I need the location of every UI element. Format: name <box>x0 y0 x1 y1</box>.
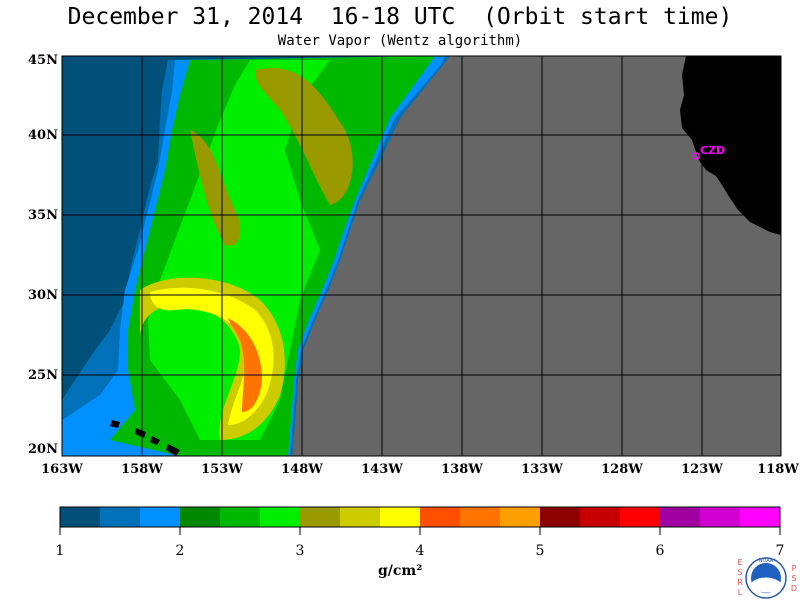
colorbar-tick-label-3: 3 <box>295 543 305 559</box>
colorbar-swatch-2 <box>100 507 141 527</box>
logo-noaa-text: NOAA <box>758 558 774 564</box>
lat-label-45n: 45N <box>28 53 58 68</box>
swath-olive-band-north <box>255 68 353 205</box>
lon-label-118w: 118W <box>757 462 799 477</box>
colorbar-unit: g/cm² <box>378 563 423 579</box>
logo-right-letter: P <box>791 564 797 573</box>
lat-lon-grid <box>62 56 781 456</box>
swath-yellow-core <box>150 287 274 425</box>
lon-label-138w: 138W <box>441 462 483 477</box>
colorbar-swatch-12 <box>500 507 541 527</box>
colorbar-swatch-9 <box>380 507 421 527</box>
map-frame <box>61 55 782 457</box>
lon-label-128w: 128W <box>601 462 643 477</box>
colorbar-tick-label-2: 2 <box>175 543 185 559</box>
lon-label-133w: 133W <box>521 462 563 477</box>
swath-inner-swirl <box>160 322 214 373</box>
logo-left-letter: R <box>737 578 743 587</box>
colorbar-swatch-14 <box>580 507 621 527</box>
colorbar-swatch-3 <box>140 507 181 527</box>
lat-label-25n: 25N <box>28 368 58 383</box>
west-coast-land <box>680 56 781 235</box>
lat-label-20n: 20N <box>28 442 58 457</box>
colorbar-swatch-13 <box>540 507 581 527</box>
colorbar-swatch-1 <box>60 507 101 527</box>
logo-right-letter: S <box>791 574 797 583</box>
logo-left-letter: L <box>737 588 743 597</box>
colorbar-swatch-11 <box>460 507 501 527</box>
lon-label-163w: 163W <box>41 462 83 477</box>
lon-label-123w: 123W <box>681 462 723 477</box>
colorbar-swatch-7 <box>300 507 341 527</box>
colorbar-tick-label-4: 4 <box>415 543 425 559</box>
colorbar-swatch-5 <box>220 507 261 527</box>
station-marker <box>692 152 700 160</box>
colorbar-swatch-4 <box>180 507 221 527</box>
logo-left-letter: E <box>737 558 743 567</box>
lon-label-143w: 143W <box>361 462 403 477</box>
colorbar-swatch-17 <box>700 507 741 527</box>
colorbar-swatch-8 <box>340 507 381 527</box>
lon-label-148w: 148W <box>281 462 323 477</box>
colorbar-swatch-10 <box>420 507 461 527</box>
station-label: CZD <box>700 144 726 157</box>
colorbar-swatch-16 <box>660 507 701 527</box>
map-title: December 31, 2014 16-18 UTC (Orbit start… <box>67 4 733 30</box>
logo-right-letter: D <box>790 584 798 593</box>
hawaii-islands <box>110 420 180 456</box>
swath-orange-band <box>228 318 262 412</box>
colorbar-swatch-18 <box>740 507 781 527</box>
lat-label-35n: 35N <box>28 208 58 223</box>
map-subtitle: Water Vapor (Wentz algorithm) <box>277 33 523 49</box>
colorbar-swatch-6 <box>260 507 301 527</box>
swath-olive-band-mid <box>190 130 241 246</box>
colorbar-tick-label-5: 5 <box>535 543 545 559</box>
lon-label-158w: 158W <box>121 462 163 477</box>
lat-label-40n: 40N <box>28 128 58 143</box>
lat-label-30n: 30N <box>28 288 58 303</box>
colorbar-swatch-15 <box>620 507 661 527</box>
colorbar-tick-label-1: 1 <box>55 543 65 559</box>
colorbar-tick-label-7: 7 <box>775 543 785 559</box>
lon-label-153w: 153W <box>201 462 243 477</box>
logo-left-letter: S <box>737 568 743 577</box>
colorbar-tick-label-6: 6 <box>655 543 665 559</box>
